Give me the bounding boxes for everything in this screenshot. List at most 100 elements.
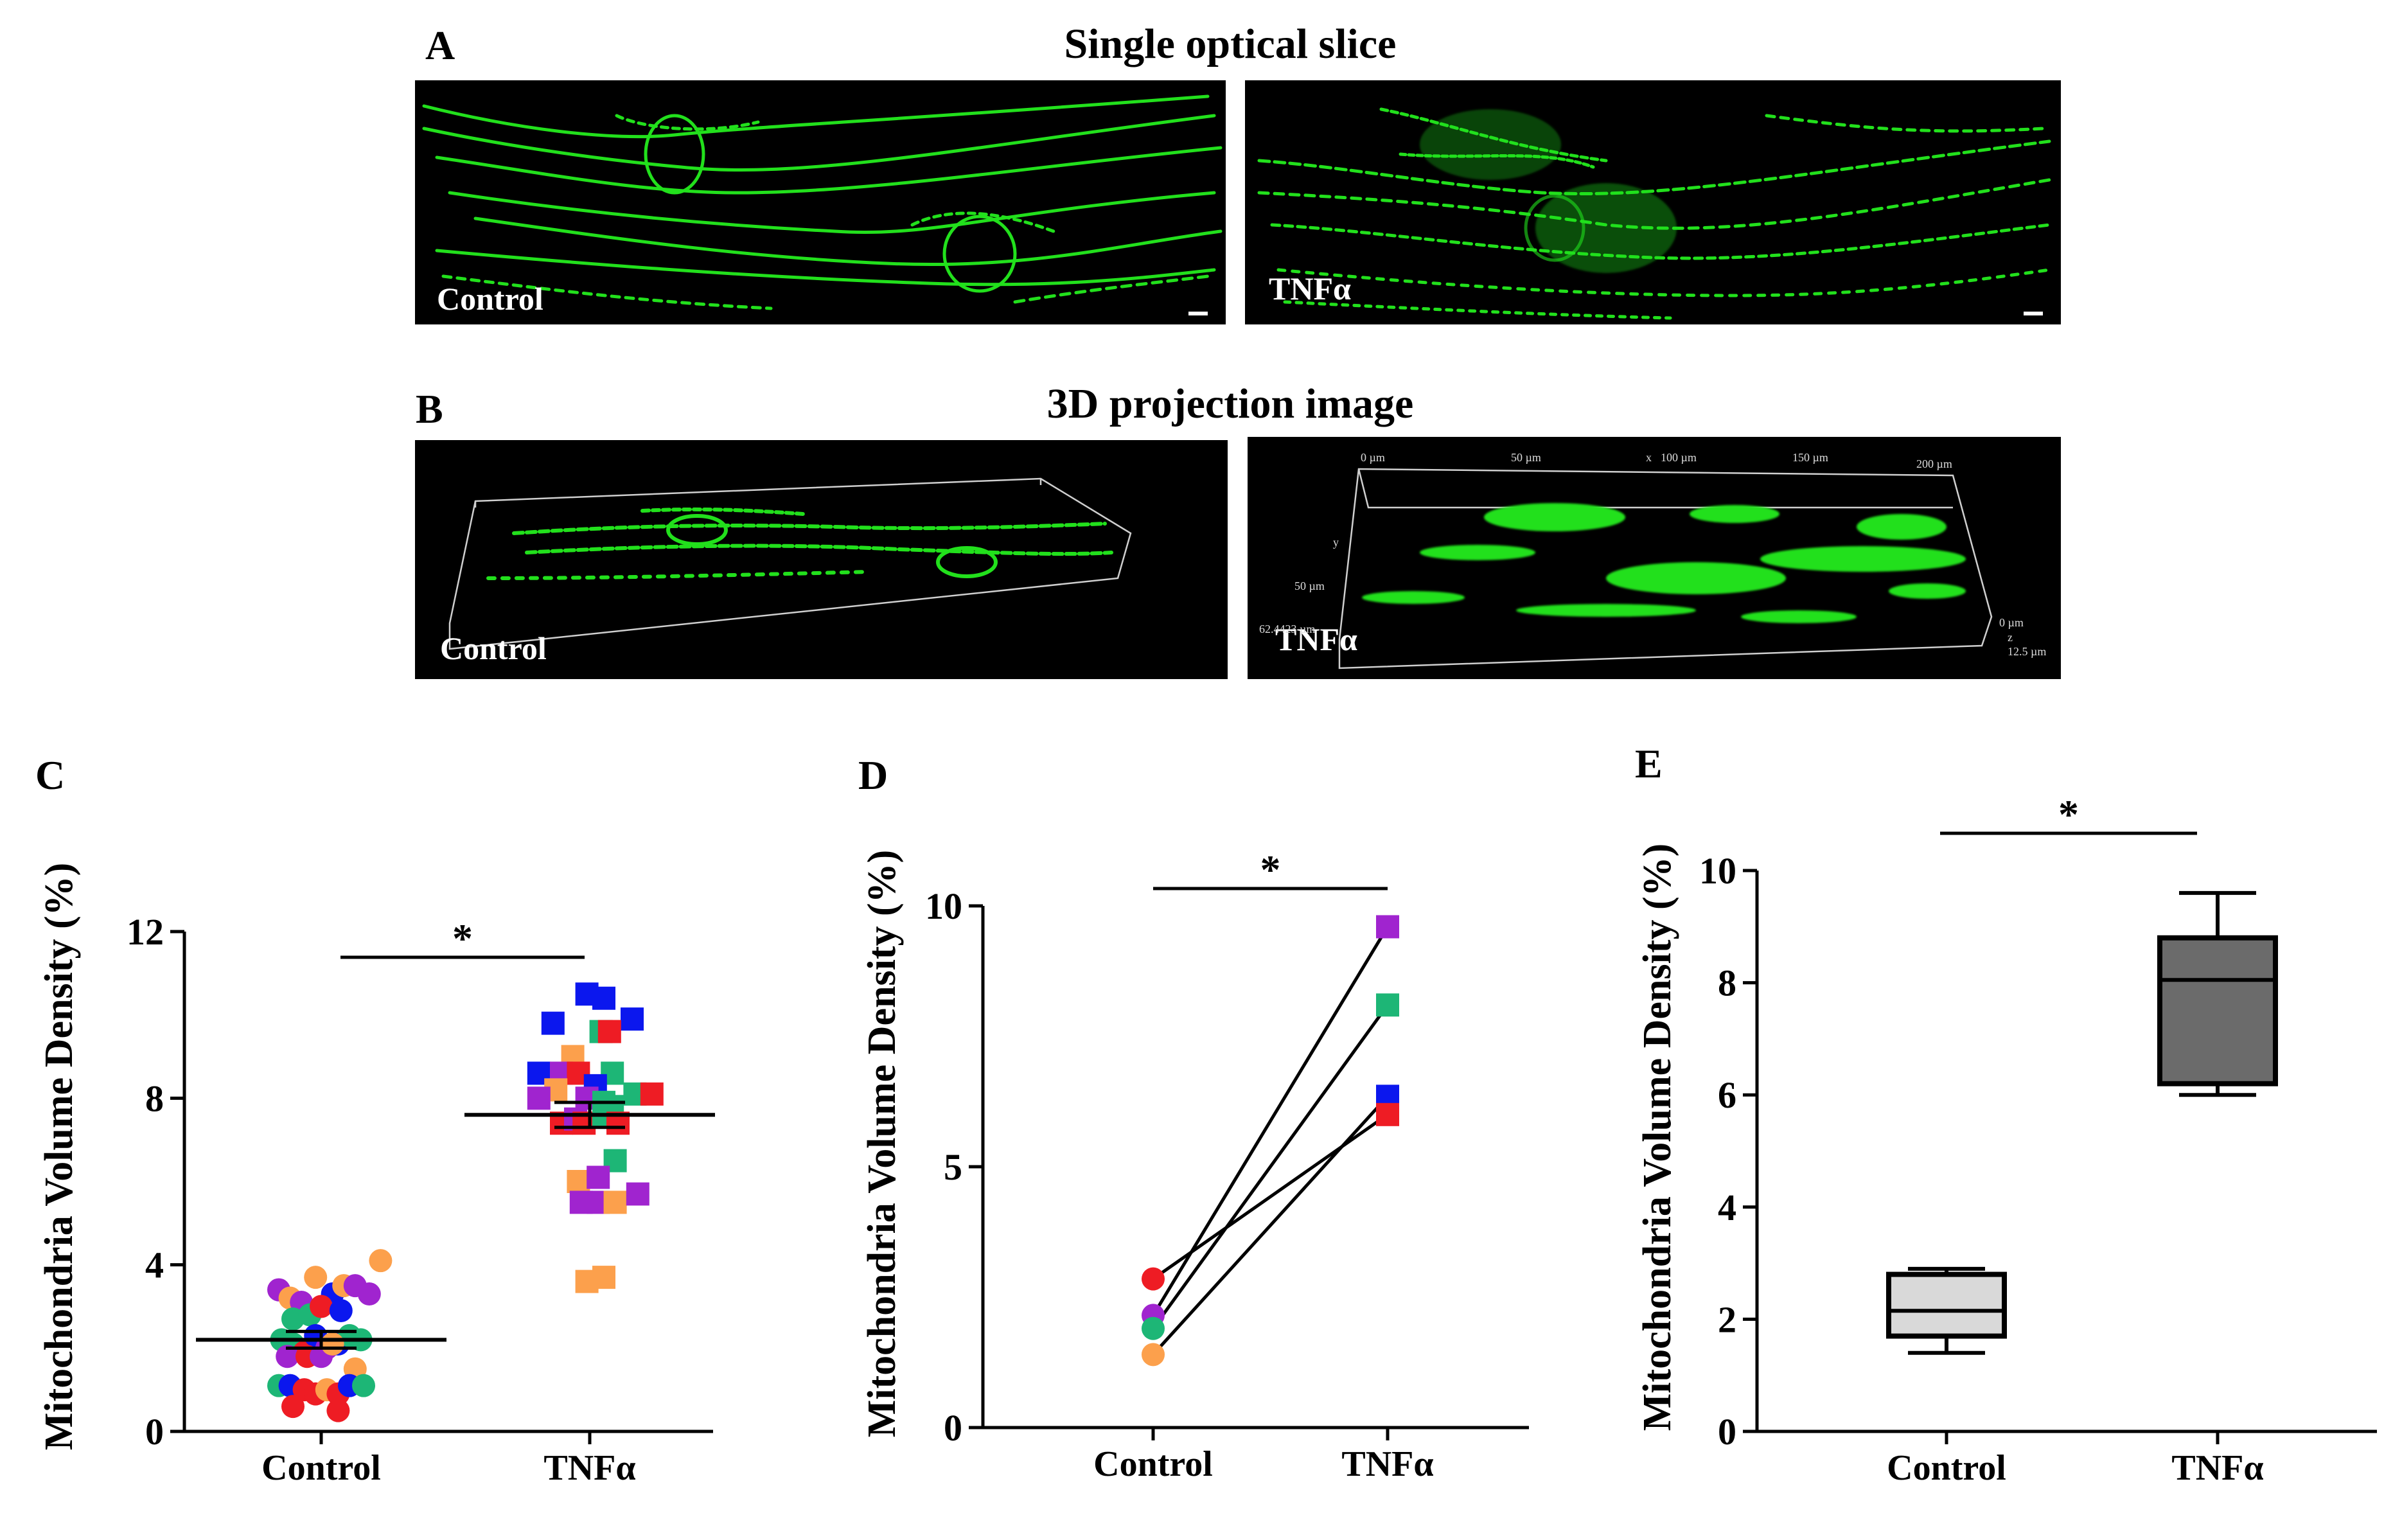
chart-c-point (276, 1345, 299, 1368)
chart-c-point (321, 1332, 344, 1356)
image-a-tnf-bright-region (1535, 183, 1677, 273)
image-b-tnf-tick-5: 200 µm (1916, 457, 1952, 470)
chart-c-point (592, 1266, 615, 1289)
panel-b: B 3D projection image Control (415, 380, 2061, 679)
chart-d-y-tick-label: 5 (944, 1146, 962, 1188)
image-b-tnf: TNFα 0 µm 50 µm x 100 µm 150 µm 200 µm y… (1248, 437, 2061, 679)
image-a-tnf-scale-bar (2024, 312, 2043, 315)
image-a-control: Control (415, 80, 1226, 324)
chart-c-point (281, 1395, 305, 1419)
chart-c-point (597, 1020, 621, 1043)
chart-c-y-tick-label: 8 (145, 1077, 164, 1119)
chart-c-point (310, 1295, 333, 1318)
panel-e-letter: E (1635, 741, 1663, 786)
image-b-tnf-tick-4: 150 µm (1792, 451, 1828, 464)
image-b-tnf-tick-3: 100 µm (1661, 451, 1697, 464)
image-b-tnf-tick-8: 0 µm (1999, 616, 2024, 629)
chart-c-point (592, 986, 615, 1010)
image-b-tnf-axis-ticks: 0 µm 50 µm x 100 µm 150 µm 200 µm y 50 µ… (1259, 451, 2046, 658)
chart-c-point (352, 1374, 375, 1397)
chart-c-point (304, 1266, 328, 1289)
chart-c-y-tick-label: 4 (145, 1244, 164, 1286)
image-a-control-mitochondria (422, 94, 1223, 310)
chart-d-control-point (1142, 1316, 1165, 1340)
chart-c-point (621, 1007, 644, 1031)
chart-c-point (626, 1182, 649, 1206)
image-a-tnf-label: TNFα (1269, 270, 1351, 306)
chart-c-point (369, 1249, 393, 1273)
image-b-tnf-tick-6: y (1333, 536, 1339, 549)
panel-e: E Mitochondria Volume Density (%) 0 2 4 6 8 1… (1635, 741, 2377, 1488)
chart-e-y-tick-label: 0 (1718, 1411, 1736, 1453)
chart-e-y-tick-label: 8 (1718, 962, 1736, 1004)
image-a-control-scale-bar (1188, 312, 1208, 315)
chart-d-pair-line (1151, 926, 1390, 1316)
image-b-tnf-label: TNFα (1275, 621, 1357, 657)
chart-c: 0 4 8 12 Control TNFα * (127, 911, 715, 1488)
chart-c-point (640, 1082, 664, 1106)
chart-e-y-tick-label: 2 (1718, 1298, 1736, 1340)
chart-c-point (603, 1190, 627, 1214)
chart-d-tnf-point (1376, 993, 1399, 1017)
chart-c-point (357, 1282, 381, 1306)
chart-d-pair-line (1151, 1004, 1390, 1330)
panel-d-ylabel: Mitochondria Volume Density (%) (860, 850, 904, 1438)
panel-b-title: 3D projection image (1047, 380, 1414, 427)
panel-a: A Single optical slice Control (415, 21, 2061, 324)
image-b-tnf-mitochondria (1362, 503, 1966, 623)
chart-d-tnf-point (1376, 1102, 1399, 1126)
chart-c-point (527, 1086, 551, 1110)
panel-e-ylabel: Mitochondria Volume Density (%) (1636, 844, 1679, 1431)
chart-c-category-label: Control (261, 1448, 381, 1488)
chart-d-y-tick-label: 10 (925, 885, 962, 927)
chart-c-point (326, 1399, 350, 1422)
chart-d-control-point (1142, 1343, 1165, 1367)
chart-c-point (541, 1011, 565, 1035)
chart-e-significance-star: * (2058, 792, 2079, 837)
chart-d-category-label: Control (1093, 1444, 1213, 1484)
chart-e-y-tick-label: 10 (1699, 850, 1736, 892)
panel-a-letter: A (425, 22, 455, 68)
chart-d-pair-line (1152, 1095, 1389, 1356)
chart-c-point (587, 1165, 610, 1189)
image-b-tnf-tick-10: z (2008, 631, 2013, 644)
chart-d-category-label: TNFα (1341, 1444, 1433, 1484)
image-a-control-background (415, 80, 1226, 324)
image-a-tnf: TNFα (1245, 80, 2061, 324)
chart-d-pair-line (1152, 1113, 1389, 1280)
panel-a-title: Single optical slice (1064, 21, 1397, 67)
image-a-tnf-bright-region-2 (1420, 109, 1561, 180)
image-b-control-background (415, 440, 1228, 679)
image-a-control-label: Control (437, 281, 543, 317)
image-b-tnf-tick-11: 62.4423 µm (1259, 623, 1315, 635)
chart-e-y-tick-label: 6 (1718, 1074, 1736, 1116)
image-b-tnf-tick-9: 12.5 µm (2008, 645, 2046, 658)
panel-d-letter: D (858, 752, 888, 798)
panel-b-letter: B (416, 386, 443, 432)
image-b-control-label: Control (440, 630, 547, 666)
chart-d: 0 5 10 Control TNFα * (925, 847, 1529, 1484)
image-b-tnf-tick-0: 0 µm (1361, 451, 1385, 464)
chart-e-category-label: Control (1887, 1448, 2006, 1488)
chart-c-significance-star: * (452, 916, 473, 961)
panel-c: C Mitochondria Volume Density (%) 0 4 8 12 C… (35, 752, 715, 1488)
panel-d: D Mitochondria Volume Density (%) 0 5 10 Co… (858, 752, 1529, 1484)
chart-c-point (567, 1170, 590, 1193)
chart-d-tnf-point (1376, 915, 1399, 939)
image-b-control-bounding-box (448, 477, 1132, 650)
image-b-tnf-tick-1: 50 µm (1511, 451, 1541, 464)
image-b-tnf-tick-7: 50 µm (1294, 580, 1325, 592)
chart-e-box (1886, 1271, 2007, 1339)
panel-c-ylabel: Mitochondria Volume Density (%) (37, 863, 81, 1451)
chart-e-y-tick-label: 4 (1718, 1187, 1736, 1228)
chart-c-y-tick-label: 12 (127, 911, 164, 953)
chart-d-significance-star: * (1260, 847, 1281, 892)
image-b-control-mitochondria (486, 507, 1113, 580)
chart-d-y-tick-label: 0 (944, 1407, 962, 1449)
chart-e-category-label: TNFα (2171, 1448, 2263, 1488)
chart-c-y-tick-label: 0 (145, 1411, 164, 1453)
image-b-tnf-tick-2: x (1646, 451, 1652, 464)
image-b-control: Control (415, 440, 1228, 679)
chart-c-category-label: TNFα (543, 1448, 635, 1488)
